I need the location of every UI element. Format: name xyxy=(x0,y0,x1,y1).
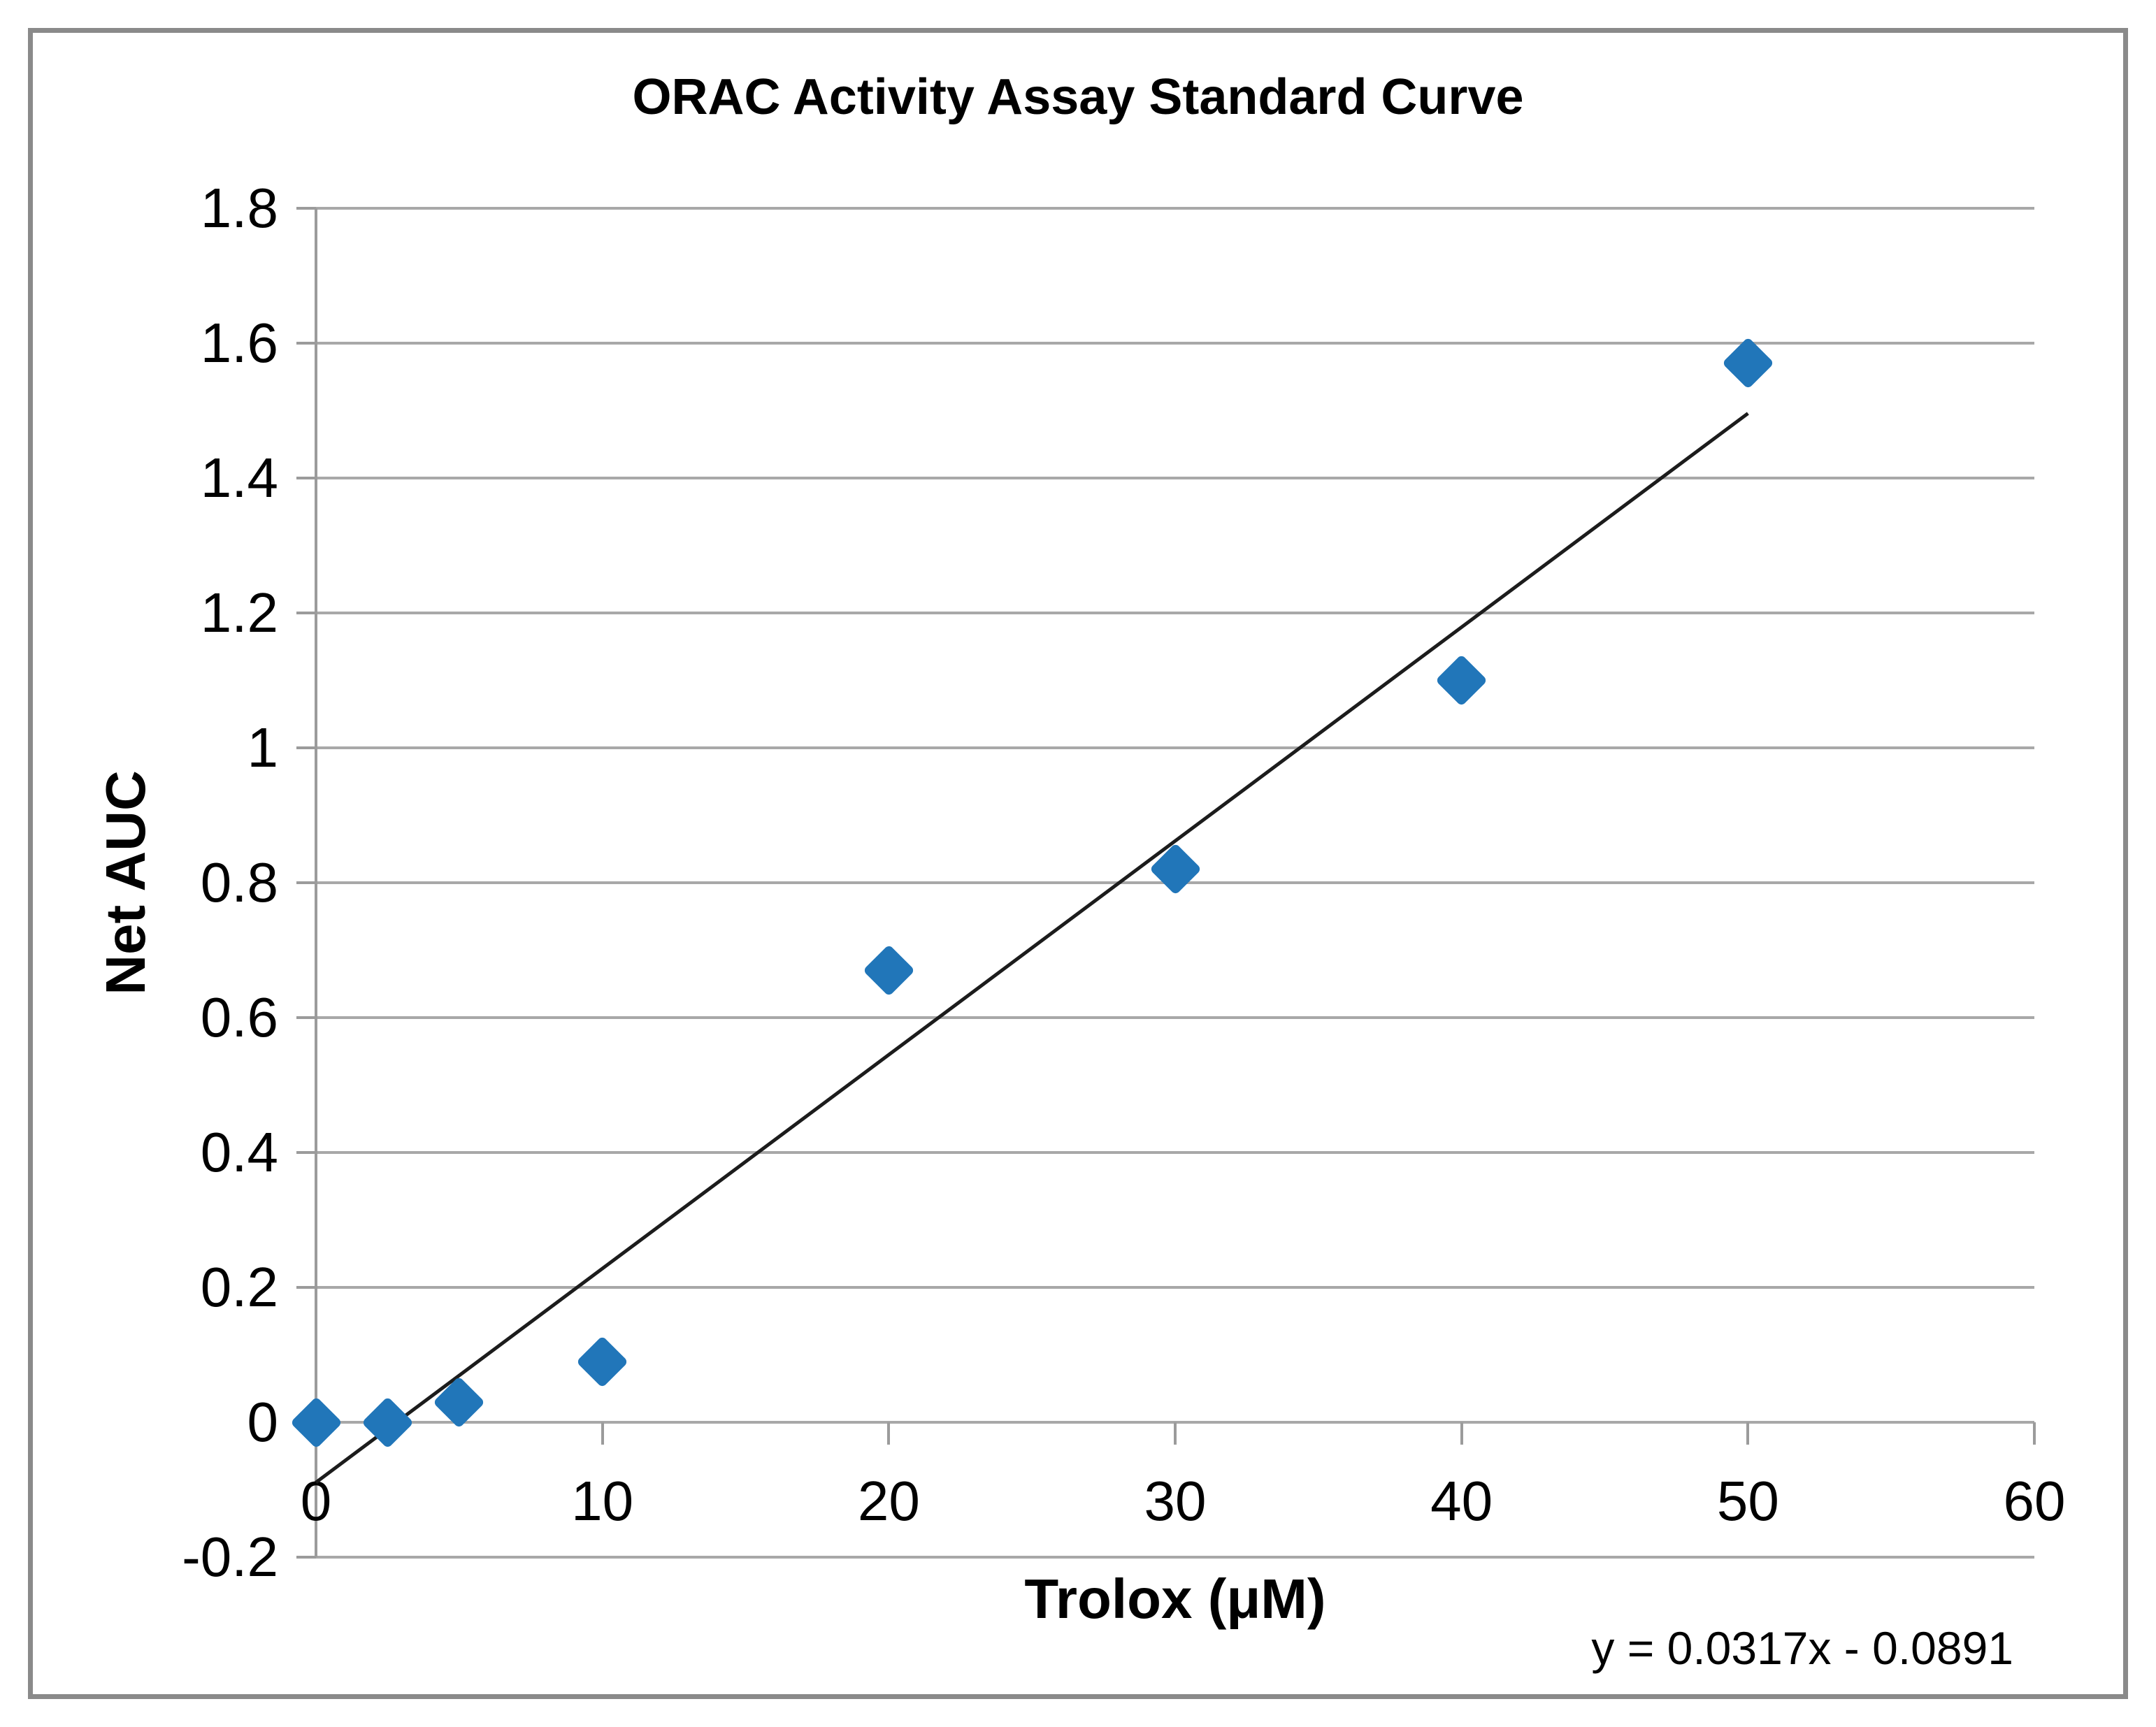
y-axis-tick xyxy=(296,1016,316,1019)
x-tick-label: 10 xyxy=(571,1470,634,1532)
x-tick-label: 50 xyxy=(1716,1470,1779,1532)
y-gridline xyxy=(316,1016,2034,1019)
x-tick-label: 20 xyxy=(857,1470,920,1532)
y-tick-label: 0 xyxy=(247,1391,279,1453)
y-gridline xyxy=(316,207,2034,210)
x-axis-tick xyxy=(601,1422,604,1445)
y-tick-label: -0.2 xyxy=(182,1526,278,1588)
y-axis-tick xyxy=(296,477,316,479)
y-axis-tick xyxy=(296,342,316,345)
y-axis-tick xyxy=(296,207,316,210)
y-tick-label: 1.4 xyxy=(200,447,278,509)
trendline-equation-label: y = 0.0317x - 0.0891 xyxy=(1591,1622,2013,1674)
y-axis-line xyxy=(315,208,317,1557)
y-tick-label: 0.2 xyxy=(200,1256,278,1318)
x-axis-tick xyxy=(2033,1422,2036,1445)
x-tick-label: 30 xyxy=(1144,1470,1207,1532)
y-tick-label: 1.6 xyxy=(200,312,278,374)
y-tick-label: 1 xyxy=(247,716,279,779)
chart-border xyxy=(28,28,2128,1699)
y-tick-label: 0.8 xyxy=(200,851,278,913)
y-axis-tick xyxy=(296,881,316,884)
y-axis-tick xyxy=(296,1286,316,1289)
y-gridline xyxy=(316,612,2034,614)
chart-title: ORAC Activity Assay Standard Curve xyxy=(632,69,1524,125)
y-axis-tick xyxy=(296,1151,316,1154)
y-axis-tick xyxy=(296,1556,316,1559)
x-axis-tick xyxy=(887,1422,891,1445)
y-gridline xyxy=(316,477,2034,479)
y-gridline xyxy=(316,1286,2034,1289)
y-gridline xyxy=(316,342,2034,345)
y-tick-label: 0.4 xyxy=(200,1121,278,1183)
trendline-segment xyxy=(315,412,1749,1484)
y-gridline xyxy=(316,1151,2034,1154)
x-axis-title: Trolox (μM) xyxy=(1024,1568,1326,1630)
x-tick-label: 40 xyxy=(1430,1470,1493,1532)
x-axis-tick xyxy=(1174,1422,1177,1445)
y-axis-tick xyxy=(296,746,316,749)
x-axis-tick xyxy=(1746,1422,1750,1445)
y-tick-label: 1.8 xyxy=(200,177,278,239)
y-gridline xyxy=(316,746,2034,749)
x-axis-tick xyxy=(1460,1422,1463,1445)
y-axis-tick xyxy=(296,612,316,614)
y-gridline xyxy=(316,1556,2034,1559)
x-tick-label: 60 xyxy=(2003,1470,2066,1532)
y-tick-label: 0.6 xyxy=(200,986,278,1048)
y-tick-label: 1.2 xyxy=(200,581,278,644)
